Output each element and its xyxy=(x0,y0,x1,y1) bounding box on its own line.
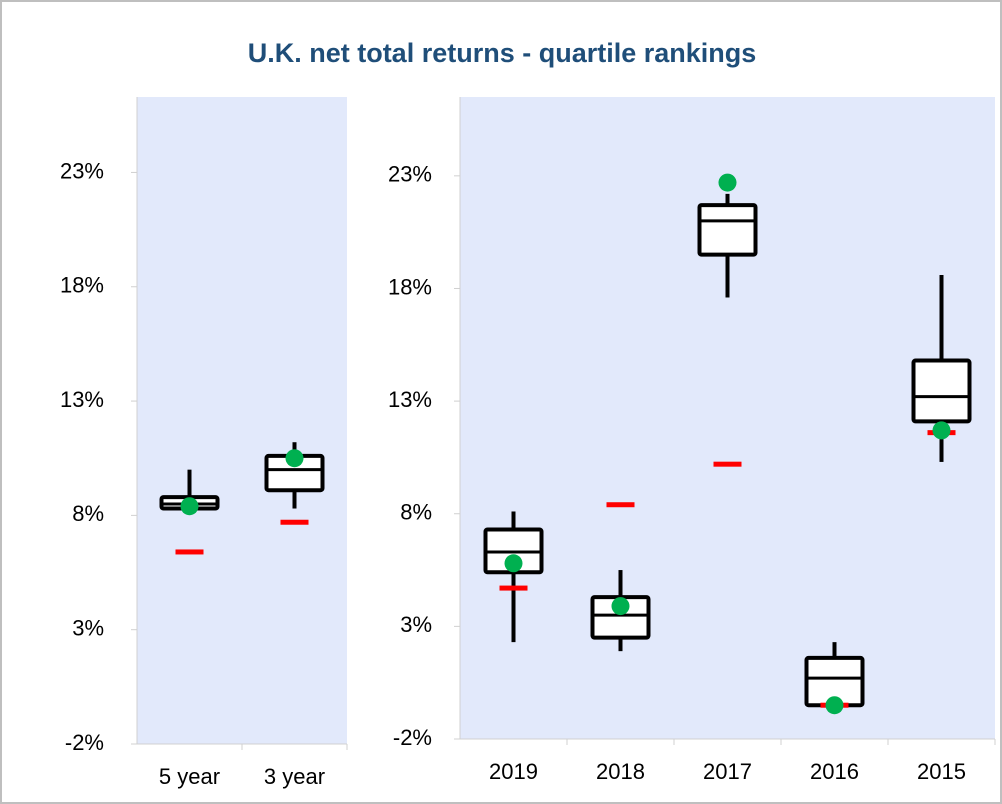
benchmark-marker xyxy=(606,502,635,508)
x-tick-label: 3 year xyxy=(264,764,325,789)
y-tick-label: 3% xyxy=(400,612,432,637)
x-tick-label: 2017 xyxy=(703,759,752,784)
fund-marker xyxy=(932,421,951,440)
y-tick-label: -2% xyxy=(65,730,104,755)
y-tick-label: 8% xyxy=(400,500,432,525)
benchmark-marker xyxy=(499,585,528,591)
fund-marker xyxy=(285,449,304,468)
x-tick-label: 2018 xyxy=(596,759,645,784)
plot-area xyxy=(137,97,347,744)
box xyxy=(697,203,758,257)
x-tick-label: 5 year xyxy=(159,764,220,789)
y-tick-label: -2% xyxy=(393,725,432,750)
y-tick-label: 18% xyxy=(388,274,432,299)
y-tick-label: 13% xyxy=(60,387,104,412)
fund-marker xyxy=(718,173,737,192)
benchmark-marker xyxy=(280,519,309,525)
box xyxy=(911,358,972,424)
y-tick-label: 8% xyxy=(72,501,104,526)
y-tick-label: 23% xyxy=(60,158,104,183)
x-tick-label: 2016 xyxy=(810,759,859,784)
y-tick-label: 13% xyxy=(388,387,432,412)
y-tick-label: 3% xyxy=(72,616,104,641)
x-tick-label: 2015 xyxy=(917,759,966,784)
fund-marker xyxy=(180,497,199,516)
benchmark-marker xyxy=(175,549,204,555)
fund-marker xyxy=(504,554,523,573)
box xyxy=(590,595,651,640)
benchmark-marker xyxy=(713,461,742,467)
fund-marker xyxy=(611,597,630,616)
x-tick-label: 2019 xyxy=(489,759,538,784)
y-tick-label: 18% xyxy=(60,273,104,298)
y-tick-label: 23% xyxy=(388,162,432,187)
fund-marker xyxy=(825,696,844,715)
chart-title: U.K. net total returns - quartile rankin… xyxy=(248,38,757,68)
